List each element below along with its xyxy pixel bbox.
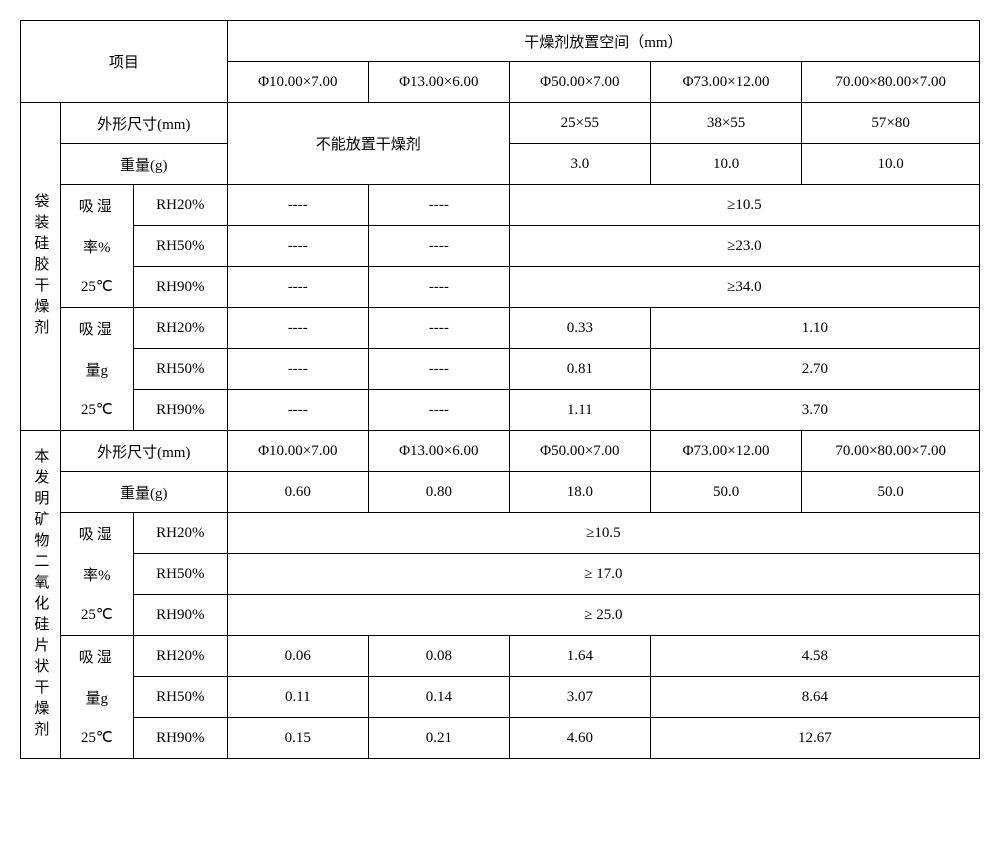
rh20-label: RH20%	[133, 308, 227, 349]
dash: ----	[368, 349, 509, 390]
s1-amt-rh50-0: 0.81	[509, 349, 650, 390]
s2-dim-0: Φ10.00×7.00	[227, 431, 368, 472]
s2-amt-rh90-1: 0.21	[368, 718, 509, 759]
rh20-label: RH20%	[133, 636, 227, 677]
col-header-0: Φ10.00×7.00	[227, 62, 368, 103]
dash: ----	[227, 267, 368, 308]
s2-amt-rh50-2: 3.07	[509, 677, 650, 718]
s1-no-place: 不能放置干燥剂	[227, 103, 509, 185]
s2-amt-rh90-0: 0.15	[227, 718, 368, 759]
s1-amt-label-a: 吸湿	[60, 308, 133, 349]
rh90-label: RH90%	[133, 595, 227, 636]
s2-amt-rh90-3: 12.67	[650, 718, 979, 759]
section1-title: 袋装硅胶干燥剂	[21, 103, 61, 431]
rh50-label: RH50%	[133, 677, 227, 718]
rh20-label: RH20%	[133, 185, 227, 226]
s2-amt-rh50-0: 0.11	[227, 677, 368, 718]
s1-amt-rh50-1: 2.70	[650, 349, 979, 390]
s2-weight-2: 18.0	[509, 472, 650, 513]
s1-amt-rh90-1: 3.70	[650, 390, 979, 431]
rh50-label: RH50%	[133, 349, 227, 390]
col-header-2: Φ50.00×7.00	[509, 62, 650, 103]
rh20-label: RH20%	[133, 513, 227, 554]
s1-rate-label-a: 吸湿	[60, 185, 133, 226]
s1-weight-0: 3.0	[509, 144, 650, 185]
s2-rate-label-a: 吸湿	[60, 513, 133, 554]
s1-weight-1: 10.0	[650, 144, 801, 185]
s2-rate-rh90: ≥ 25.0	[227, 595, 979, 636]
rh50-label: RH50%	[133, 554, 227, 595]
s2-amt-rh20-1: 0.08	[368, 636, 509, 677]
s2-dim-4: 70.00×80.00×7.00	[802, 431, 980, 472]
s2-weight-1: 0.80	[368, 472, 509, 513]
s2-amt-rh50-1: 0.14	[368, 677, 509, 718]
s2-amt-rh20-3: 4.58	[650, 636, 979, 677]
header-space-title: 干燥剂放置空间（mm）	[227, 21, 979, 62]
s1-rate-rh50: ≥23.0	[509, 226, 979, 267]
s2-dim-1: Φ13.00×6.00	[368, 431, 509, 472]
desiccant-comparison-table: 项目 干燥剂放置空间（mm） Φ10.00×7.00 Φ13.00×6.00 Φ…	[20, 20, 980, 759]
s1-amt-label-b: 量g	[60, 349, 133, 390]
s2-weight-3: 50.0	[650, 472, 801, 513]
s2-amt-label-c: 25℃	[60, 718, 133, 759]
col-header-3: Φ73.00×12.00	[650, 62, 801, 103]
col-header-4: 70.00×80.00×7.00	[802, 62, 980, 103]
s1-rate-rh90: ≥34.0	[509, 267, 979, 308]
s1-dim-2: 57×80	[802, 103, 980, 144]
rh90-label: RH90%	[133, 390, 227, 431]
s1-weight-label: 重量(g)	[60, 144, 227, 185]
s2-amt-rh50-3: 8.64	[650, 677, 979, 718]
rh90-label: RH90%	[133, 267, 227, 308]
dash: ----	[227, 349, 368, 390]
s2-amt-label-a: 吸湿	[60, 636, 133, 677]
header-project: 项目	[21, 21, 228, 103]
dash: ----	[227, 308, 368, 349]
s1-dim-0: 25×55	[509, 103, 650, 144]
s2-amt-label-b: 量g	[60, 677, 133, 718]
col-header-1: Φ13.00×6.00	[368, 62, 509, 103]
s2-rate-label-c: 25℃	[60, 595, 133, 636]
s1-amt-label-c: 25℃	[60, 390, 133, 431]
s1-dim-label: 外形尺寸(mm)	[60, 103, 227, 144]
rh50-label: RH50%	[133, 226, 227, 267]
s1-weight-2: 10.0	[802, 144, 980, 185]
dash: ----	[368, 267, 509, 308]
dash: ----	[368, 185, 509, 226]
s2-rate-label-b: 率%	[60, 554, 133, 595]
s2-rate-rh20: ≥10.5	[227, 513, 979, 554]
s2-amt-rh20-2: 1.64	[509, 636, 650, 677]
s2-dim-2: Φ50.00×7.00	[509, 431, 650, 472]
s1-rate-rh20: ≥10.5	[509, 185, 979, 226]
s2-weight-4: 50.0	[802, 472, 980, 513]
s1-amt-rh90-0: 1.11	[509, 390, 650, 431]
s2-dim-3: Φ73.00×12.00	[650, 431, 801, 472]
dash: ----	[368, 308, 509, 349]
s2-rate-rh50: ≥ 17.0	[227, 554, 979, 595]
s1-rate-label-c: 25℃	[60, 267, 133, 308]
s2-amt-rh90-2: 4.60	[509, 718, 650, 759]
rh90-label: RH90%	[133, 718, 227, 759]
s2-amt-rh20-0: 0.06	[227, 636, 368, 677]
section2-title: 本发明矿物二氧化硅片状干燥剂	[21, 431, 61, 759]
s1-amt-rh20-1: 1.10	[650, 308, 979, 349]
dash: ----	[227, 185, 368, 226]
dash: ----	[227, 226, 368, 267]
s1-dim-1: 38×55	[650, 103, 801, 144]
s1-rate-label-b: 率%	[60, 226, 133, 267]
dash: ----	[368, 390, 509, 431]
s2-weight-0: 0.60	[227, 472, 368, 513]
dash: ----	[368, 226, 509, 267]
s2-dim-label: 外形尺寸(mm)	[60, 431, 227, 472]
dash: ----	[227, 390, 368, 431]
s1-amt-rh20-0: 0.33	[509, 308, 650, 349]
s2-weight-label: 重量(g)	[60, 472, 227, 513]
